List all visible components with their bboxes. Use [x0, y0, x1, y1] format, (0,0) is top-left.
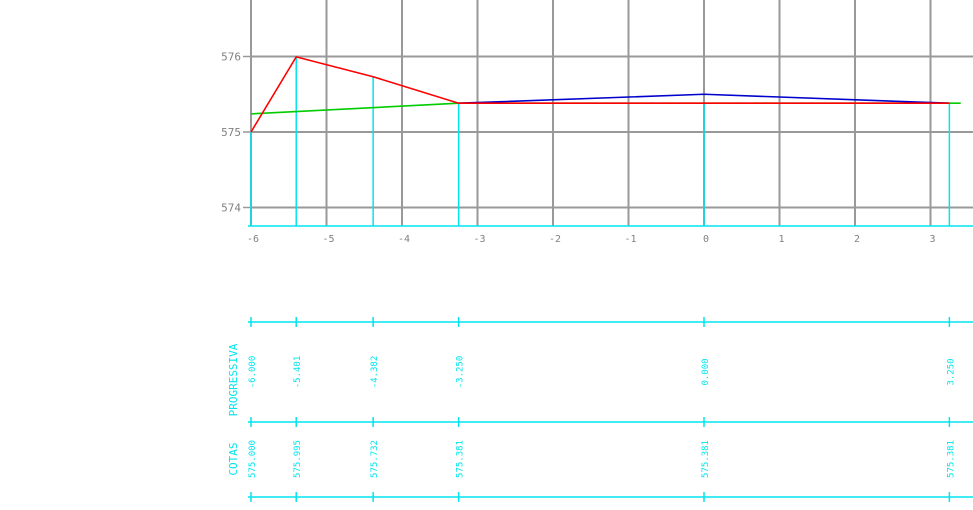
x-tick-label: 3	[929, 234, 935, 245]
y-tick-label: 576	[221, 51, 241, 64]
y-axis-ticks: 574 575 576	[221, 51, 251, 215]
grid-lines	[250, 0, 973, 226]
x-tick-label: 0	[703, 234, 709, 245]
y-tick-label: 574	[221, 202, 241, 215]
row-label-cotas: COTAS	[227, 442, 240, 475]
progressiva-value: -4.382	[370, 356, 380, 389]
x-axis: -6 -5 -4 -3 -2 -1 0 1 2 3	[247, 225, 973, 245]
series-line	[250, 55, 950, 133]
x-tick-label: -6	[247, 234, 259, 245]
series-line	[458, 93, 950, 105]
cota-value: 575.000	[248, 440, 258, 478]
cota-value: 575.732	[370, 440, 380, 478]
x-tick-label: -4	[398, 234, 410, 245]
x-tick-label: 2	[854, 234, 860, 245]
x-tick-label: -5	[322, 234, 334, 245]
cota-value: 575.381	[456, 440, 466, 478]
x-tick-label: 1	[778, 234, 784, 245]
y-tick-label: 575	[221, 126, 241, 139]
progressiva-value: -3.250	[456, 356, 466, 389]
station-lines	[250, 56, 951, 226]
cota-value: 575.381	[946, 440, 956, 478]
x-tick-label: -1	[624, 234, 636, 245]
profile-series	[250, 55, 961, 133]
progressiva-value: 3.250	[946, 358, 956, 385]
progressiva-value: 0.000	[701, 358, 711, 385]
row-label-progressiva: PROGRESSIVA	[227, 343, 240, 416]
x-tick-label: -3	[473, 234, 485, 245]
progressiva-value: -5.401	[293, 356, 303, 389]
data-table: PROGRESSIVA COTAS -6.000 575.000 -5.401 575.9…	[227, 317, 973, 502]
cota-value: 575.381	[701, 440, 711, 478]
cota-value: 575.995	[293, 440, 303, 478]
x-tick-label: -2	[549, 234, 561, 245]
progressiva-value: -6.000	[248, 356, 258, 389]
